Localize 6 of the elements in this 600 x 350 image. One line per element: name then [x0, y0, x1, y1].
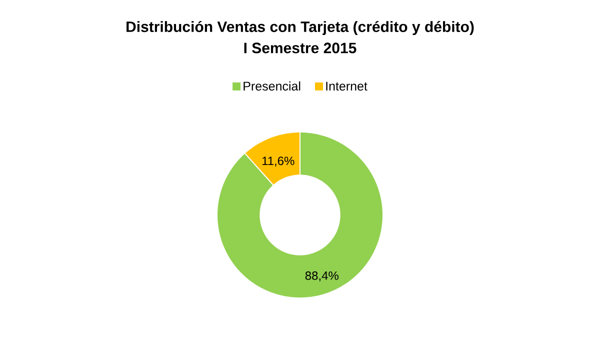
chart-title: Distribución Ventas con Tarjeta (crédito y débito) — [126, 20, 474, 36]
data-label: 88,4% — [305, 271, 338, 282]
legend-label: Internet — [326, 82, 368, 91]
legend-label: Presencial — [244, 81, 300, 91]
chart-subtitle: I Semestre 2015 — [244, 42, 356, 54]
data-label: 11,6% — [262, 156, 294, 167]
